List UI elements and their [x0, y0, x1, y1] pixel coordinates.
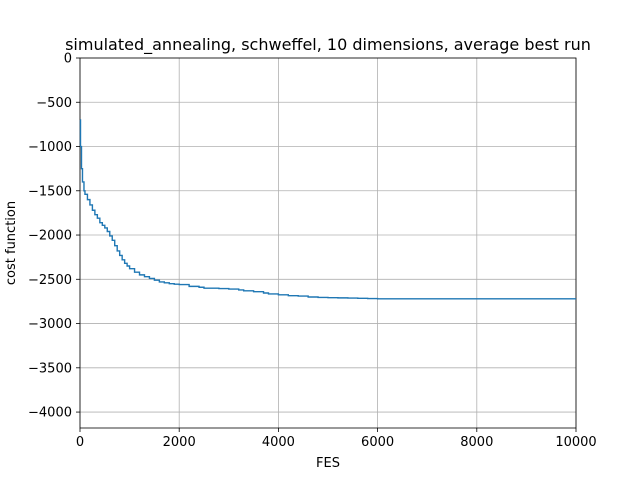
y-tick-label: −500: [36, 96, 72, 111]
y-tick-label: −2500: [28, 273, 72, 288]
y-tick-label: −2000: [28, 229, 72, 244]
y-tick-label: 0: [64, 52, 72, 67]
y-axis-label: cost function: [4, 201, 19, 285]
series-line: [79, 119, 576, 300]
x-tick-label: 2000: [163, 435, 196, 450]
chart-title: simulated_annealing, schweffel, 10 dimen…: [65, 35, 591, 55]
series-layer: [79, 119, 576, 300]
x-tick-label: 6000: [361, 435, 394, 450]
plot-frame: [79, 57, 577, 429]
y-tick-label: −3500: [28, 361, 72, 376]
y-tick-label: −3000: [28, 317, 72, 332]
y-tick-label: −1500: [28, 184, 72, 199]
x-axis-label: FES: [316, 456, 340, 471]
x-tick-label: 10000: [555, 435, 596, 450]
y-tick-label: −1000: [28, 140, 72, 155]
x-tick-label: 8000: [460, 435, 493, 450]
y-tick-label: −4000: [28, 406, 72, 421]
x-tick-label: 0: [76, 435, 84, 450]
grid-lines: [79, 57, 577, 428]
x-tick-label: 4000: [262, 435, 295, 450]
tick-layer: 0 2000 4000 6000 8000 10000 0 −500 −1000 −1500 −20…: [28, 52, 597, 451]
